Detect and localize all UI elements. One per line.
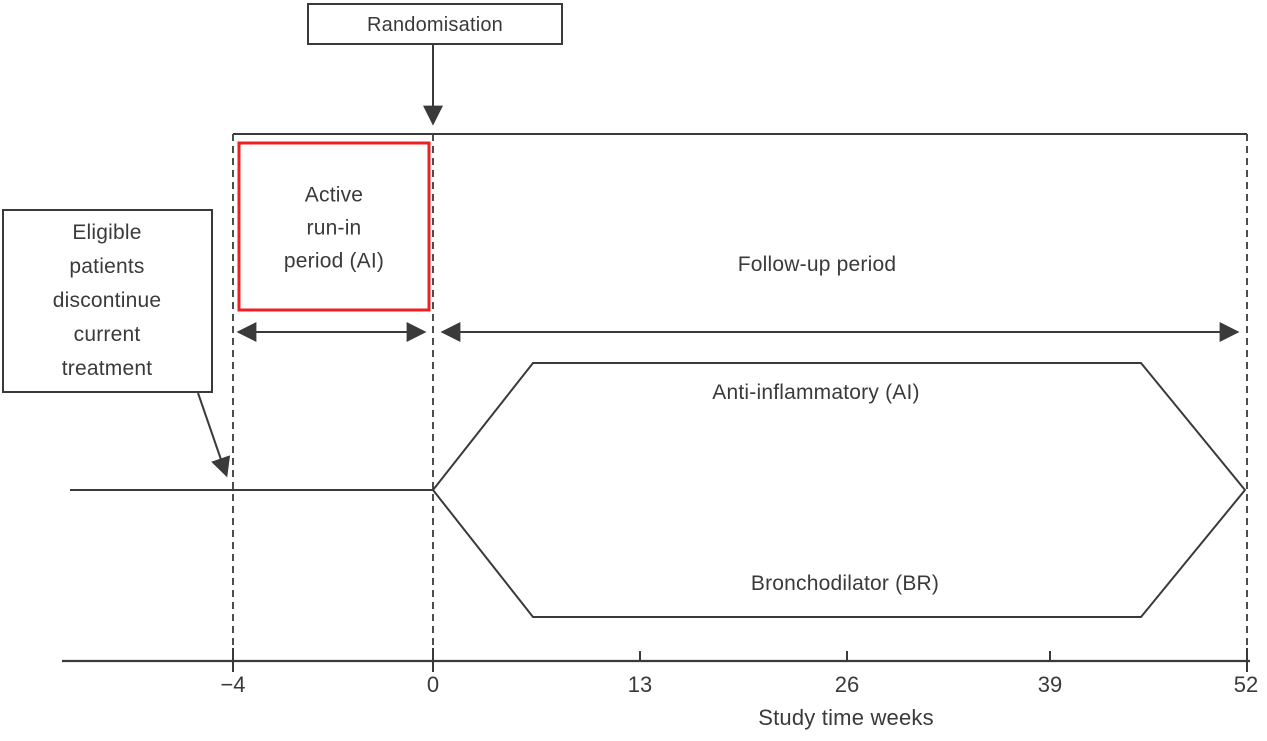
treatment-arms-hexagon: [431, 362, 1247, 618]
bronchodilator-arm-label: Bronchodilator (BR): [750, 572, 940, 595]
randomisation-box: [307, 3, 563, 45]
active-run-in-label: Active run-in period (AI): [283, 183, 385, 273]
tick-label-26: 26: [834, 672, 860, 697]
anti-inflammatory-arm-label: Anti-inflammatory (AI): [712, 381, 920, 404]
tick-label-0: 0: [426, 672, 440, 697]
tick-label-39: 39: [1037, 672, 1063, 697]
eligible-connector-arrow: [197, 392, 231, 478]
tick-label-13: 13: [627, 672, 653, 697]
eligible-patients-box: [2, 209, 213, 393]
tick-label-52: 52: [1233, 672, 1259, 697]
follow-up-period-label: Follow-up period: [737, 253, 897, 276]
eligible-patients-label: Eligible patients discontinue current tr…: [52, 221, 162, 380]
randomisation-label: Randomisation: [366, 14, 504, 36]
active-run-in-box: [237, 141, 431, 312]
axis-title: Study time weeks: [758, 705, 934, 730]
tick-label-minus4: −4: [220, 672, 246, 697]
